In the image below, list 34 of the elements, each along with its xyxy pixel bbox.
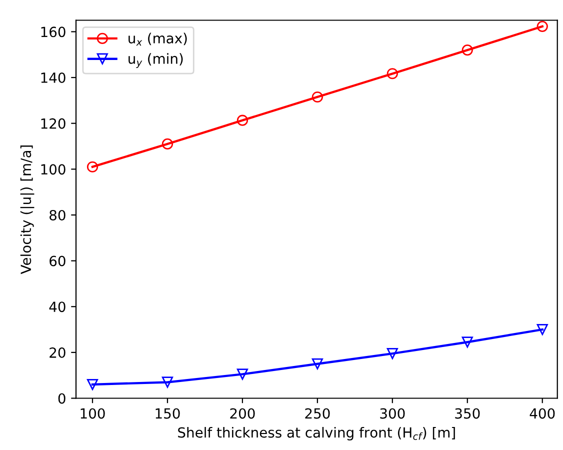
point [312,91,323,103]
x-tick-label: 250 [305,408,330,419]
point [236,114,248,126]
y-tick-label: 100 [41,164,66,175]
y-tick-label: 40 [49,302,66,312]
y-tick-label: 0 [58,393,66,404]
x-tick-label: 350 [455,408,480,419]
point [536,20,548,32]
point [312,358,323,370]
point [386,348,398,360]
y-tick-label: 80 [50,210,66,220]
y-tick-label: 120 [41,118,66,129]
x-tick-label: 300 [380,408,405,419]
point [236,368,248,380]
point [162,138,174,150]
point [86,378,98,390]
point [86,161,98,172]
y-tick-label: 140 [41,72,66,83]
legend-label: u$_{x}$ (max) [128,32,187,46]
point [462,44,473,56]
y-tick-label: 60 [50,256,66,266]
y-axis-title: Velocity (|u|) [m/a] [20,146,34,274]
x-tick-label: 400 [530,408,555,419]
point [162,376,174,388]
point [536,324,548,336]
y-tick-label: 160 [41,26,66,38]
point [462,336,473,348]
x-tick-label: 150 [156,408,180,419]
x-axis-title: Shelf thickness at calving front (H$_{cf}$) [m] [178,426,455,440]
point [386,68,398,80]
y-tick-label: 20 [50,347,66,358]
x-tick-label: 100 [80,408,105,419]
x-tick-label: 200 [230,408,255,419]
legend-label: u$_{y}$ (min) [128,53,183,68]
